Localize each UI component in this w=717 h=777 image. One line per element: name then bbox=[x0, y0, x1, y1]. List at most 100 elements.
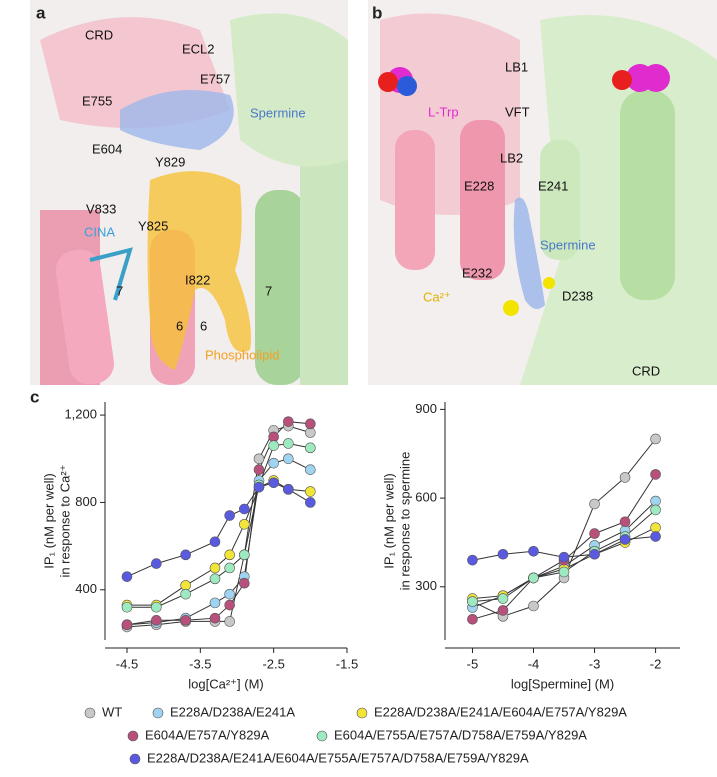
y-tick-label: 900 bbox=[415, 401, 437, 416]
data-point bbox=[650, 531, 661, 542]
data-point bbox=[209, 562, 221, 574]
data-point bbox=[558, 551, 570, 563]
panel-letter: a bbox=[36, 3, 46, 22]
structure-b bbox=[368, 0, 717, 385]
legend-label: E604A/E757A/Y829A bbox=[145, 727, 270, 742]
label: CINA bbox=[84, 224, 115, 239]
x-tick-label: -2 bbox=[650, 656, 662, 671]
data-point bbox=[224, 588, 235, 600]
series-line bbox=[127, 480, 311, 606]
legend-marker bbox=[356, 707, 368, 719]
legend-marker bbox=[152, 707, 164, 719]
series-line bbox=[127, 442, 311, 608]
data-point bbox=[619, 534, 631, 545]
data-point bbox=[121, 571, 133, 582]
panel-letters: a b c bbox=[30, 3, 382, 406]
label: CRD bbox=[85, 27, 113, 42]
data-point bbox=[283, 438, 294, 449]
data-point bbox=[224, 616, 235, 627]
labels-a: CRD ECL2 E757 E755 Spermine E604 Y829 V8… bbox=[82, 27, 306, 362]
y-tick-label: 400 bbox=[75, 581, 97, 596]
data-point bbox=[180, 615, 191, 626]
data-point bbox=[268, 440, 279, 451]
series-line bbox=[126, 482, 311, 578]
data-point bbox=[650, 495, 661, 507]
data-point bbox=[619, 516, 631, 528]
label: LB2 bbox=[500, 150, 523, 165]
data-point bbox=[558, 566, 570, 578]
data-point bbox=[589, 548, 600, 560]
panel-letter: b bbox=[372, 3, 382, 22]
data-point bbox=[650, 504, 661, 516]
data-point bbox=[467, 554, 478, 566]
data-point bbox=[253, 481, 265, 493]
label: Phospholipid bbox=[205, 347, 279, 362]
x-axis-label: log[Spermine] (M) bbox=[511, 676, 614, 691]
label: CRD bbox=[632, 363, 660, 378]
data-point bbox=[528, 546, 539, 557]
structure-a bbox=[30, 0, 348, 385]
data-point bbox=[209, 536, 221, 548]
data-point bbox=[224, 510, 235, 521]
y-tick-label: 600 bbox=[415, 490, 437, 505]
data-point bbox=[589, 528, 600, 539]
label: ECL2 bbox=[182, 41, 215, 56]
legend-marker bbox=[129, 753, 141, 765]
label: 6 bbox=[176, 318, 183, 333]
label: Spermine bbox=[250, 105, 306, 120]
legend-label: E228A/D238A/E241A/E604A/E757A/Y829A bbox=[374, 704, 627, 719]
label: E232 bbox=[462, 265, 492, 280]
labels-b: LB1 L-Trp VFT LB2 E228 E241 Spermine E23… bbox=[423, 59, 660, 378]
x-tick-label: -2.5 bbox=[262, 656, 284, 671]
data-point bbox=[180, 549, 191, 561]
legend-marker bbox=[127, 730, 139, 742]
x-tick-label: -4.5 bbox=[116, 656, 138, 671]
data-point bbox=[528, 600, 539, 612]
data-point bbox=[305, 486, 316, 497]
series-line bbox=[126, 425, 311, 628]
label: I822 bbox=[185, 272, 210, 287]
data-point bbox=[209, 597, 221, 609]
label: VFT bbox=[505, 104, 530, 119]
y-axis-label: IP₁ (nM per well) bbox=[381, 473, 396, 568]
x-tick-label: -3 bbox=[589, 656, 601, 671]
data-point bbox=[650, 522, 661, 533]
data-point bbox=[619, 472, 631, 483]
data-point bbox=[283, 416, 294, 427]
data-point bbox=[180, 588, 191, 600]
label: L-Trp bbox=[428, 104, 459, 119]
legend-label: E604A/E755A/E757A/D758A/E759A/Y829A bbox=[334, 727, 587, 742]
legend-label: E228A/D238A/E241A/E604A/E755A/E757A/D758… bbox=[147, 750, 529, 765]
x-tick-label: -1.5 bbox=[336, 656, 358, 671]
data-point bbox=[209, 573, 221, 585]
data-point bbox=[497, 548, 509, 560]
label: 7 bbox=[116, 283, 123, 298]
data-point bbox=[239, 518, 250, 530]
data-point bbox=[253, 453, 265, 465]
label: LB1 bbox=[505, 59, 528, 74]
x-axis-label: log[Ca²⁺] (M) bbox=[188, 676, 263, 691]
label: E755 bbox=[82, 93, 112, 108]
y-tick-label: 1,200 bbox=[64, 407, 97, 422]
data-point bbox=[209, 612, 221, 624]
legend-label: WT bbox=[102, 704, 122, 719]
series-line bbox=[126, 421, 311, 626]
label: Y825 bbox=[138, 218, 168, 233]
data-point bbox=[224, 562, 235, 574]
data-point bbox=[253, 464, 265, 475]
data-point bbox=[151, 615, 162, 626]
label: E604 bbox=[92, 141, 122, 156]
y-axis-label: in response to spermine bbox=[397, 452, 412, 591]
data-point bbox=[121, 619, 133, 631]
data-point bbox=[305, 497, 316, 508]
data-point bbox=[239, 549, 250, 561]
data-point bbox=[224, 549, 235, 561]
y-axis-label: in response to Ca²⁺ bbox=[57, 464, 72, 577]
label: Spermine bbox=[540, 237, 596, 252]
data-point bbox=[151, 601, 162, 613]
label: D238 bbox=[562, 288, 593, 303]
data-point bbox=[239, 577, 250, 589]
data-point bbox=[224, 599, 235, 611]
label: 7 bbox=[265, 283, 272, 298]
data-point bbox=[650, 469, 661, 480]
